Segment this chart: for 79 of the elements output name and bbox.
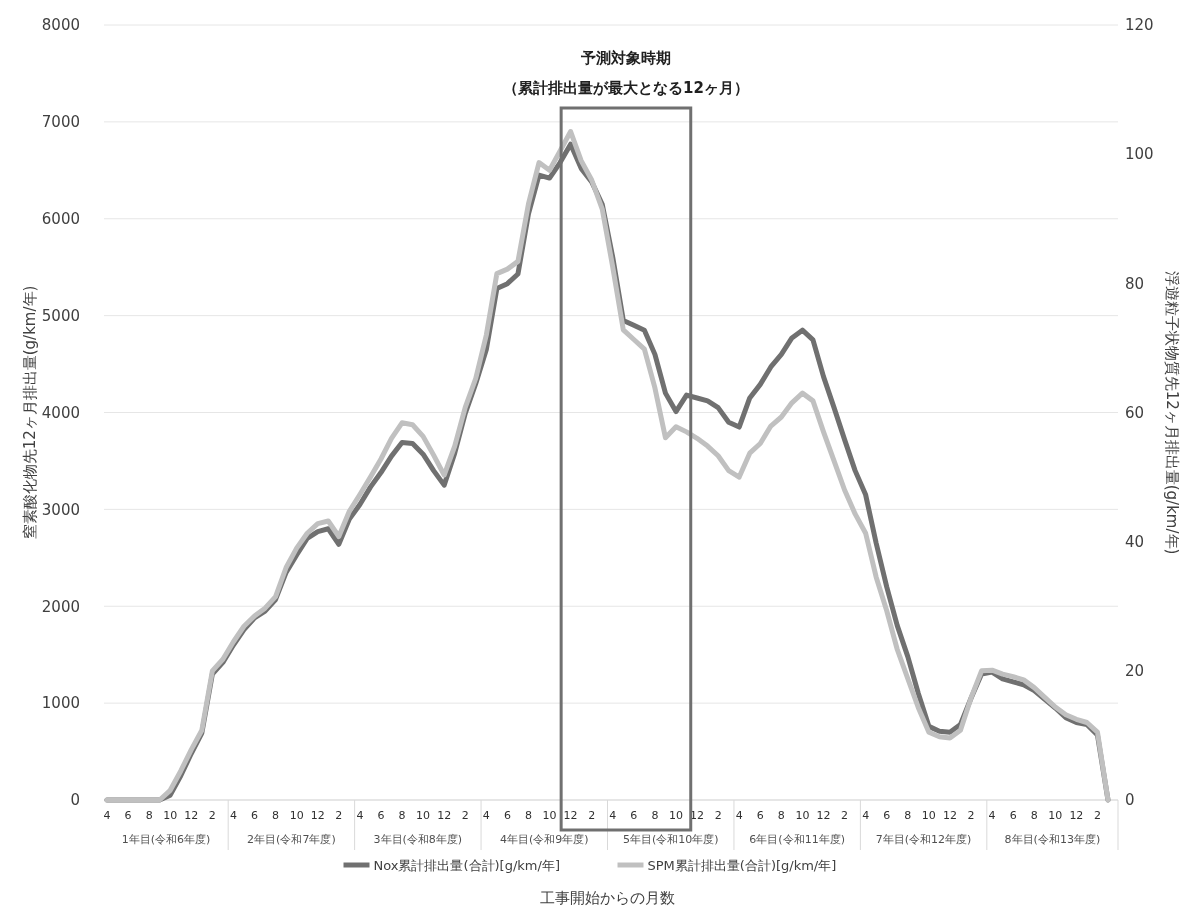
x-tick-label: 6 [251, 809, 259, 822]
text: 5年目(令和10年度) [622, 833, 719, 846]
y-tick-label: 6000 [41, 210, 80, 228]
x-tick-label: 10 [542, 809, 557, 822]
x-tick-label: 12 [690, 809, 705, 822]
x-tick-label: 10 [163, 809, 178, 822]
x-tick-label: 8 [145, 809, 153, 822]
x-tick-label: 2 [967, 809, 975, 822]
x-tick-label: 2 [588, 809, 596, 822]
legend-label: Nox累計排出量(合計)[g/km/年] [373, 857, 560, 873]
x-tick-label: 6 [503, 809, 511, 822]
x-tick-label: 10 [668, 809, 683, 822]
annotation: （累計排出量が最大となる12ヶ月） [503, 79, 749, 97]
y-tick-label: 8000 [41, 16, 80, 35]
x-tick-label: 8 [398, 809, 406, 822]
text: 6年目(令和11年度) [749, 833, 845, 846]
x-tick-label: 12 [310, 809, 325, 822]
x-tick-label: 10 [416, 809, 431, 822]
x-tick-label: 2 [714, 809, 722, 822]
x-tick-label: 6 [630, 809, 638, 822]
x-tick-label: 2 [461, 809, 469, 822]
x-tick-label: 6 [1009, 809, 1017, 822]
x-tick-label: 2 [208, 809, 216, 822]
x-tick-label: 6 [883, 809, 891, 822]
x-tick-label: 10 [921, 809, 936, 822]
x-tick-label: 4 [103, 809, 111, 822]
y-tick-label: 2000 [41, 597, 80, 616]
y2-tick-label: 0 [1125, 791, 1135, 810]
x-tick-label: 4 [862, 809, 870, 822]
x-tick-label: 8 [272, 809, 280, 822]
y-tick-label: 4000 [41, 403, 80, 422]
text: 7年目(令和12年度) [875, 833, 972, 846]
x-tick-label: 4 [229, 809, 237, 822]
x-tick-label: 12 [942, 809, 957, 822]
annotation: 予測対象時期 [579, 49, 671, 67]
y2-tick-label: 80 [1125, 274, 1145, 293]
text: 2年目(令和7年度) [247, 833, 336, 846]
text: 3年目(令和8年度) [373, 833, 463, 846]
x-tick-label: 4 [735, 809, 743, 822]
x-tick-label: 10 [289, 809, 304, 822]
legend-label: SPM累計排出量(合計)[g/km/年] [647, 857, 837, 873]
x-tick-label: 6 [124, 809, 132, 822]
y2-tick-label: 40 [1125, 532, 1145, 551]
text: 1年目(令和6年度) [121, 833, 211, 846]
x-tick-label: 8 [1030, 809, 1038, 822]
y-tick-label: 0 [70, 791, 80, 810]
x-tick-label: 6 [756, 809, 764, 822]
y2-tick-label: 120 [1125, 16, 1154, 35]
x-tick-label: 8 [524, 809, 532, 822]
y2-tick-label: 100 [1125, 145, 1154, 164]
x-tick-label: 10 [1048, 809, 1063, 822]
x-tick-label: 2 [335, 809, 343, 822]
x-tick-label: 2 [1093, 809, 1101, 822]
x-tick-label: 8 [904, 809, 912, 822]
x-tick-label: 4 [609, 809, 617, 822]
x-tick-label: 12 [1069, 809, 1084, 822]
x-tick-label: 12 [816, 809, 831, 822]
y2-axis-title: 浮遊粒子状物質先12ヶ月排出量(g/km/年) [1162, 270, 1181, 555]
x-tick-label: 8 [777, 809, 785, 822]
x-tick-label: 12 [184, 809, 199, 822]
y2-tick-label: 60 [1125, 403, 1145, 422]
text: 8年目(令和13年度) [1004, 833, 1101, 846]
x-tick-label: 8 [651, 809, 659, 822]
x-tick-label: 4 [482, 809, 490, 822]
x-tick-label: 12 [437, 809, 452, 822]
y-tick-label: 7000 [41, 113, 80, 132]
x-tick-label: 2 [841, 809, 849, 822]
x-axis-title: 工事開始からの月数 [540, 889, 675, 907]
y-tick-label: 1000 [41, 694, 80, 713]
x-tick-label: 6 [377, 809, 385, 822]
y-tick-label: 5000 [41, 306, 80, 325]
x-tick-label: 12 [563, 809, 578, 822]
y-axis-title: 窒素酸化物先12ヶ月排出量(g/km/年) [21, 285, 40, 540]
text: 4年目(令和9年度) [499, 833, 589, 846]
y-tick-label: 3000 [41, 500, 80, 519]
y2-tick-label: 20 [1125, 662, 1145, 681]
x-tick-label: 4 [988, 809, 996, 822]
x-tick-label: 10 [795, 809, 810, 822]
x-tick-label: 4 [356, 809, 364, 822]
